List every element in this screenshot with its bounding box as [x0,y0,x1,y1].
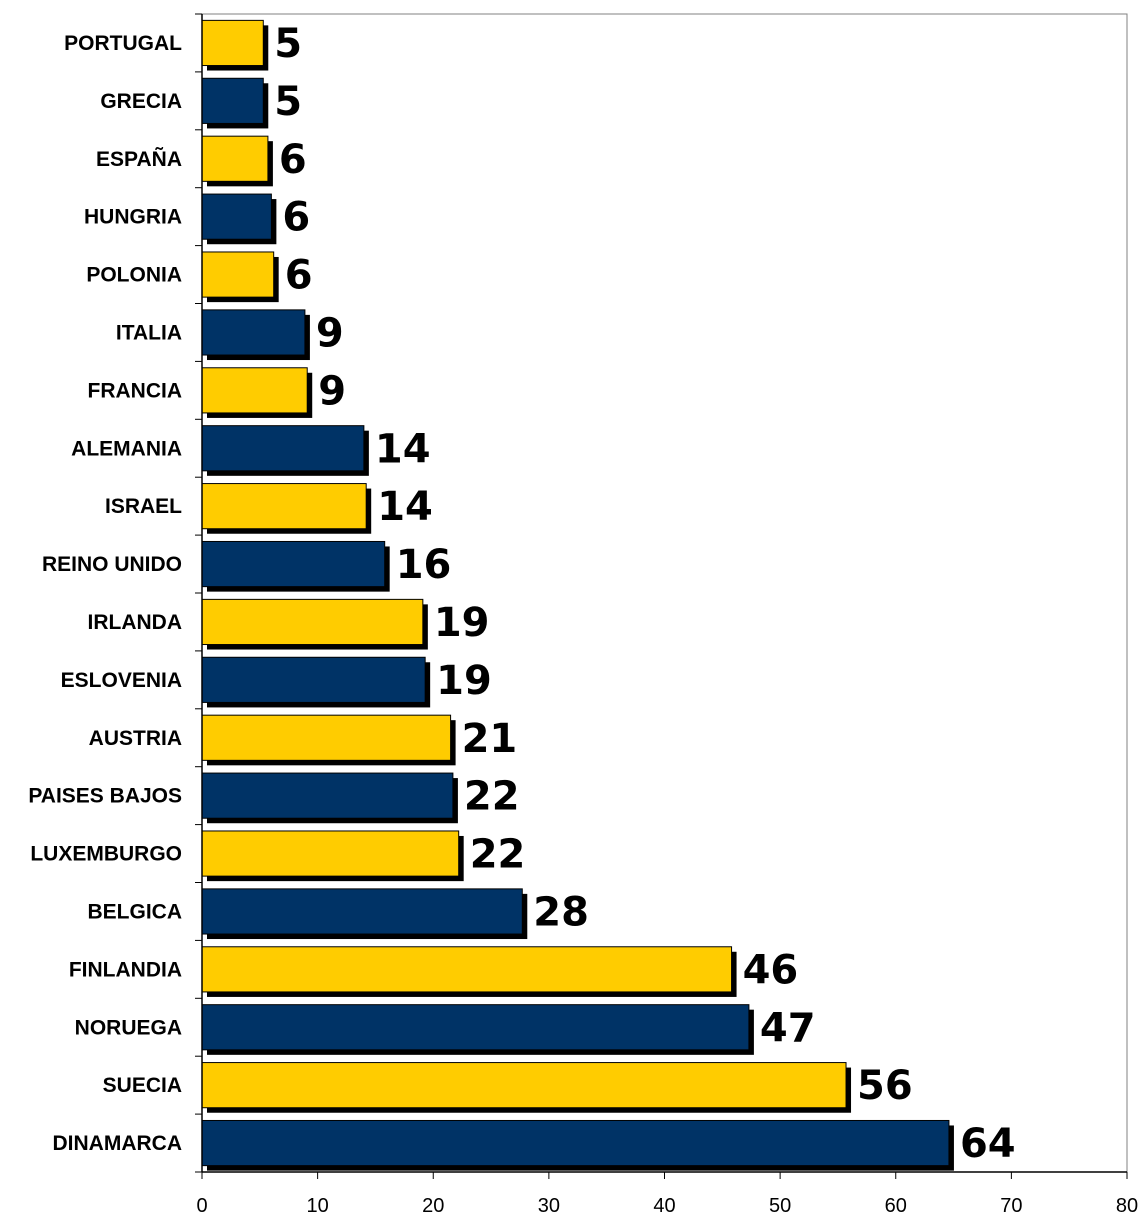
x-tick-label: 80 [1116,1195,1138,1217]
value-label: 9 [318,368,346,414]
bar-francia [201,367,308,414]
category-label: HUNGRIA [84,206,182,229]
x-tick-label: 60 [885,1195,907,1217]
category-label: BELGICA [88,900,183,923]
value-label: 6 [282,195,310,241]
category-label: POLONIA [86,264,182,287]
bars-layer [201,19,954,1171]
bar-paises-bajos [201,772,454,819]
category-label: ESLOVENIA [61,669,182,692]
x-tick-label: 30 [538,1195,560,1217]
x-tick-label: 50 [769,1195,791,1217]
bar-alemania [201,425,365,472]
bar-luxemburgo [201,830,460,877]
category-label: ITALIA [116,321,182,344]
category-label: AUSTRIA [89,727,182,750]
x-tick-label: 40 [653,1195,675,1217]
category-label: PORTUGAL [64,32,182,55]
category-label: GRECIA [100,90,182,113]
bar-noruega [201,1004,750,1051]
bar-italia [201,309,306,356]
value-label: 5 [274,21,302,67]
value-label: 22 [464,774,520,820]
value-label: 47 [760,1005,816,1051]
bar-polonia [201,251,275,298]
category-label: LUXEMBURGO [30,843,182,866]
axis-layer [195,13,1128,1179]
bar-israel [201,483,367,530]
plot-area-border [201,13,1128,1173]
x-tick-label: 0 [196,1195,207,1217]
bar-hungria [201,193,272,240]
value-label: 6 [285,253,313,299]
bar-reino-unido [201,540,386,588]
value-label: 64 [960,1121,1016,1167]
x-tick-label: 10 [307,1195,329,1217]
category-label: ESPAÑA [96,148,182,171]
bar-suecia [201,1062,847,1109]
value-label: 14 [377,484,433,530]
category-label: FINLANDIA [69,958,182,981]
value-label: 46 [743,947,799,993]
value-label: 16 [396,542,452,588]
category-label: FRANCIA [88,379,183,402]
bar-irlanda [201,598,424,646]
labels-layer: 0 10 20 30 40 50 60 70 80 PORTUGAL 5 GRECIA 5 ESPAÑA 6… [28,21,1138,1217]
value-label: 6 [279,137,307,183]
bar-finlandia [201,946,733,993]
category-label: IRLANDA [88,611,183,634]
bar-dinamarca [201,1119,950,1167]
bar-austria [201,714,452,761]
value-label: 5 [274,79,302,125]
value-label: 28 [533,889,589,935]
value-label: 14 [375,426,431,472]
category-label: REINO UNIDO [42,553,182,576]
value-label: 19 [434,600,490,646]
x-tick-label: 20 [422,1195,444,1217]
bar-españa [201,135,269,182]
value-label: 9 [316,310,344,356]
value-label: 21 [462,716,518,762]
bar-eslovenia [201,656,426,703]
category-label: SUECIA [103,1074,182,1097]
bar-portugal [201,19,264,67]
category-label: ISRAEL [105,495,182,518]
value-label: 19 [436,658,492,704]
category-label: ALEMANIA [71,437,182,460]
category-label: DINAMARCA [53,1132,183,1155]
category-label: PAISES BAJOS [28,785,182,808]
value-label: 22 [470,832,526,878]
value-label: 56 [857,1063,913,1109]
bar-belgica [201,888,523,935]
bar-grecia [201,77,264,124]
category-label: NORUEGA [75,1016,182,1039]
x-tick-label: 70 [1000,1195,1022,1217]
